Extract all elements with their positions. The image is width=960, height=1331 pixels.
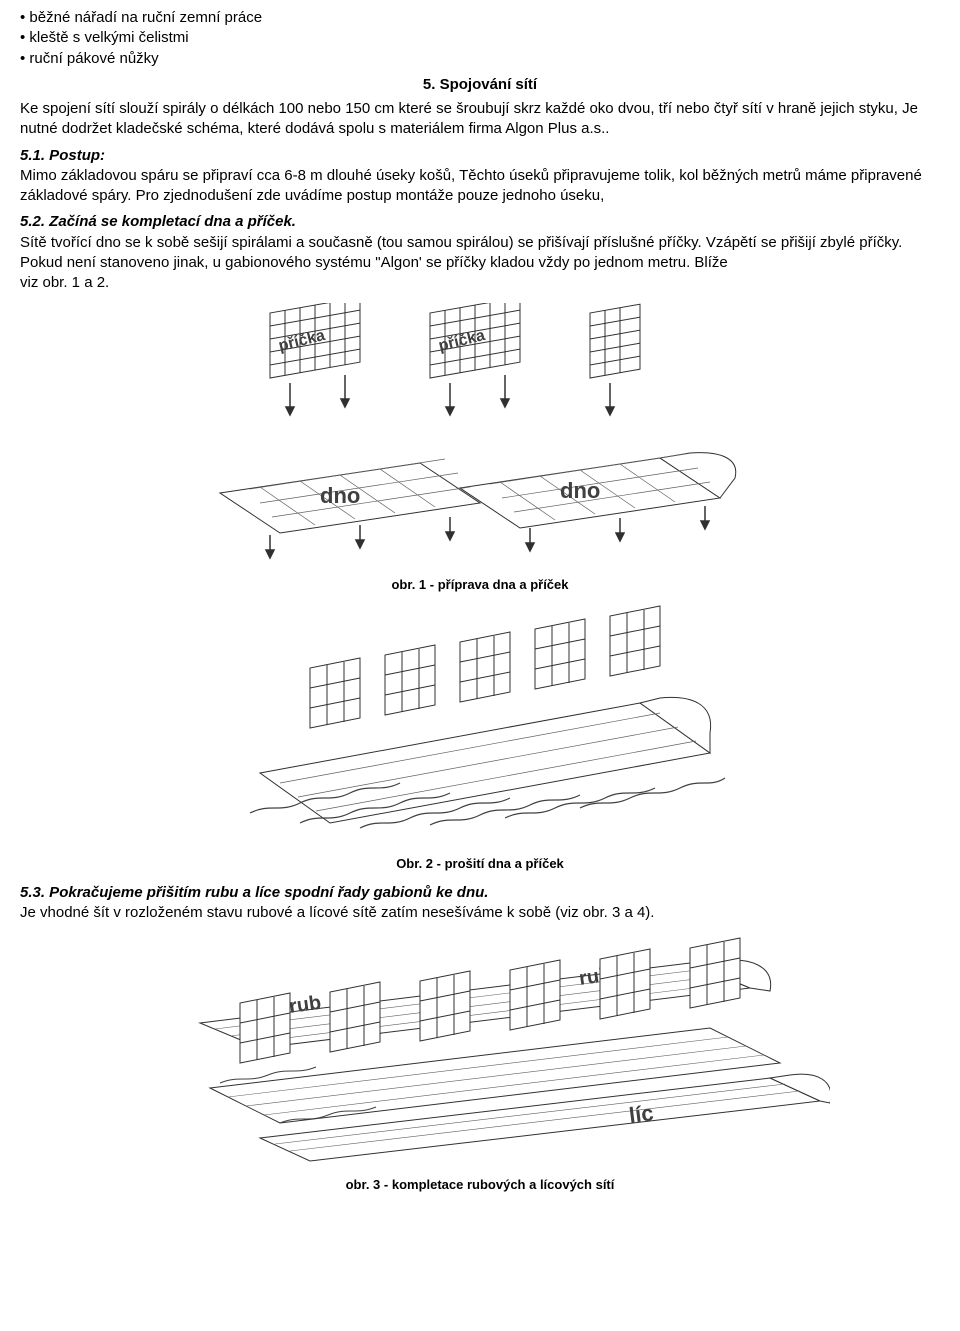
figure-2-svg bbox=[220, 603, 740, 843]
label-lic: líc bbox=[628, 1101, 655, 1129]
section-5-3: 5.3. Pokračujeme přišitím rubu a líce sp… bbox=[20, 883, 940, 924]
para-5-1: Mimo základovou spáru se připraví cca 6-… bbox=[20, 167, 922, 204]
caption-2: Obr. 2 - prošití dna a příček bbox=[20, 855, 940, 873]
bullet-item: • kleště s velkými čelistmi bbox=[20, 28, 940, 48]
figure-1-svg: příčka příčka dno dno bbox=[160, 303, 800, 563]
section-5-2: 5.2. Začíná se kompletací dna a příček. … bbox=[20, 212, 940, 293]
caption-1: obr. 1 - příprava dna a příček bbox=[20, 576, 940, 594]
caption-3: obr. 3 - kompletace rubových a lícových … bbox=[20, 1176, 940, 1194]
para-5-2-ref: viz obr. 1 a 2. bbox=[20, 274, 109, 291]
para-5-3: Je vhodné šít v rozloženém stavu rubové … bbox=[20, 904, 654, 921]
label-rub: rub bbox=[288, 992, 323, 1018]
figure-2 bbox=[20, 603, 940, 849]
bullet-item: • běžné nářadí na ruční zemní práce bbox=[20, 8, 940, 28]
label-dno: dno bbox=[320, 483, 360, 508]
subheading-5-2: 5.2. Začíná se kompletací dna a příček. bbox=[20, 213, 296, 230]
figure-1: příčka příčka dno dno bbox=[20, 303, 940, 569]
subheading-5-1: 5.1. Postup: bbox=[20, 147, 105, 164]
bullet-item: • ruční pákové nůžky bbox=[20, 49, 940, 69]
tool-list: • běžné nářadí na ruční zemní práce • kl… bbox=[20, 8, 940, 69]
intro-paragraph: Ke spojení sítí slouží spirály o délkách… bbox=[20, 99, 940, 140]
label-dno: dno bbox=[560, 478, 600, 503]
section-5-1: 5.1. Postup: Mimo základovou spáru se př… bbox=[20, 146, 940, 207]
section-5-heading: 5. Spojování sítí bbox=[20, 75, 940, 95]
subheading-5-3: 5.3. Pokračujeme přišitím rubu a líce sp… bbox=[20, 884, 488, 901]
figure-3-svg: rub rub líc bbox=[130, 933, 830, 1163]
para-5-2: Sítě tvořící dno se k sobě sešijí spirál… bbox=[20, 234, 902, 271]
figure-3: rub rub líc bbox=[20, 933, 940, 1169]
